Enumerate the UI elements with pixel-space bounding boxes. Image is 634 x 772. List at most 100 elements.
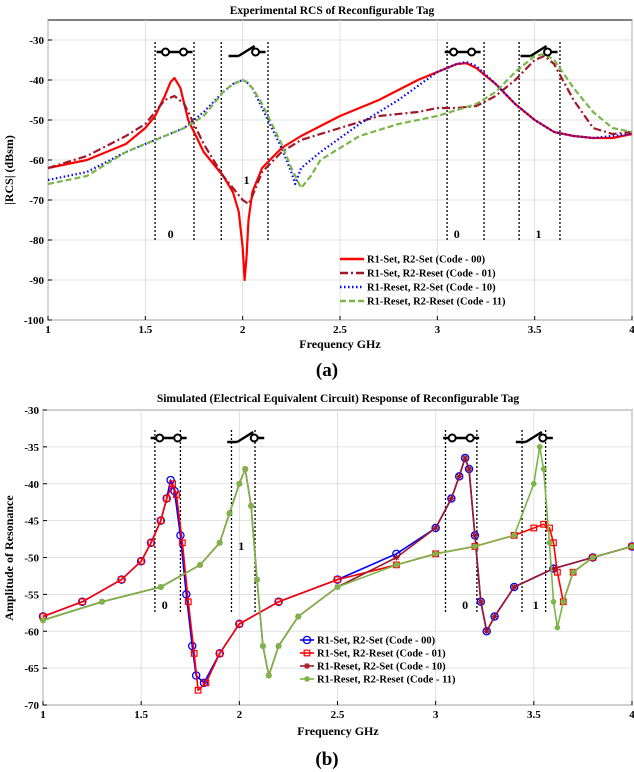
open-switch-icon [228,44,266,58]
chart-b-series-1-point [190,649,198,657]
chart-b-series-2-point [448,495,455,502]
chart-b-series-3-point [511,532,518,539]
chart-b-series-3-point [248,503,254,509]
chart-b-series-3-point [157,584,164,590]
chart-b-series-1-point [334,576,341,584]
chart-b-series-0-point [182,590,191,599]
chart-b-series-0-point [431,523,440,533]
chart-a-x-axis-label: Frequency GHz [299,337,381,351]
chart-b-series-0-point [117,575,126,584]
chart-b-series-3-point [40,617,46,624]
chart-a-x-tick-label: 4 [629,324,634,336]
closed-switch-icon [156,47,193,57]
chart-b-series-2-point [477,598,484,605]
chart-a-series-line-2 [47,60,633,186]
chart-a: Experimental RCS of Reconfigurable Tag 1… [2,5,634,381]
chart-b-series-3-point [99,598,105,605]
chart-a-annotation: 1 [536,227,542,241]
chart-b-series-3-point [550,598,557,605]
open-switch-icon [520,44,558,58]
chart-b-series-3-point [540,466,547,472]
chart-b-series-3-point [265,672,272,679]
chart-b-series-1-point [530,524,538,532]
chart-b-series-3-point [226,510,233,517]
chart-b-series-1-point [173,491,180,499]
chart-b-series-line-1 [42,482,633,692]
chart-a-y-tick-label: -100 [24,315,45,327]
chart-b-series-0-point [235,619,244,629]
chart-a-x-tick-label: 1 [45,324,51,336]
chart-a-x-tick-label: 3 [435,324,441,336]
chart-a-y-axis-label: |RCS| (dBsm) [2,135,16,205]
chart-b-series-3-point [242,466,249,472]
chart-b-y-tick-label: -40 [24,479,39,491]
chart-b-series-1-point [202,679,210,687]
chart-b-series-1-point [553,568,561,576]
chart-b-annotation: 0 [162,598,168,612]
chart-b-legend-marker [303,649,311,657]
chart-b-series-3-point [530,480,537,487]
chart-a-y-tick-label: -70 [29,195,44,207]
chart-b-y-tick-label: -55 [24,589,39,601]
chart-b-series-3-point [570,569,576,576]
chart-b-x-axis-label: Frequency GHz [297,724,379,738]
chart-b-series-3-point [254,576,260,583]
chart-a-legend-label: R1-Reset, R2-Reset (Code - 11) [367,297,506,308]
chart-b-series-2-point [432,525,439,531]
chart-a-x-tick-label: 2 [240,324,246,336]
chart-a-series [47,52,633,282]
chart-b-series-3-point [554,624,561,631]
chart-b-annotations: 0 1 0 1 [162,539,539,612]
chart-b-series-2-point [491,613,498,620]
chart-b-y-axis-label: Amplitude of Resonance [2,495,16,621]
chart-b-series-1-point [163,495,171,502]
chart-b-y-tick-label: -45 [24,516,39,528]
chart-a-y-tick-label: -40 [29,75,44,87]
chart-b-caption: (b) [315,749,338,770]
chart-a-annotation: 0 [168,227,174,241]
chart-b-series-3-point [197,562,203,568]
chart-b-legend-label: R1-Set, R2-Reset (Code - 01) [317,649,446,660]
chart-b-y-tick-label: -50 [24,553,39,565]
open-switch-icon [515,430,553,444]
chart-b-x-tick-label: 1 [40,709,46,721]
chart-b-legend-marker [302,635,312,645]
chart-b-x-tick-label: 1.5 [134,709,148,721]
chart-b-series-0-point [162,494,171,503]
chart-b-legend-label: R1-Reset, R2-Set (Code - 10) [317,662,446,673]
chart-b-series-0-point [274,597,283,607]
chart-b-series-3-point [536,444,543,450]
chart-b-series-1-point [184,598,192,606]
chart-b-y-tick-label: -70 [24,700,39,712]
chart-b-switch-icons [150,430,553,444]
chart-b-series-3-point [432,550,439,557]
chart-a-legend-label: R1-Set, R2-Reset (Code - 01) [367,269,496,280]
chart-b-series-2-point [456,473,463,480]
chart-b: Simulated (Electrical Equivalent Circuit… [2,393,634,770]
chart-b-series-0-point [215,649,224,658]
chart-a-y-tick-label: -60 [29,155,44,167]
chart-b-series-3-point [216,539,223,546]
chart-a-y-tick-label: -50 [29,115,44,127]
chart-b-series-1-point [157,517,165,525]
chart-b-title: Simulated (Electrical Equivalent Circuit… [157,393,520,405]
chart-b-series-0-point [146,538,156,548]
chart-a-y-tick-label: -90 [29,275,44,287]
chart-b-annotation: 0 [462,598,468,612]
chart-b-series-2-point [483,628,490,635]
chart-b-series-1-point [169,480,176,488]
closed-switch-icon [443,433,480,443]
chart-b-legend-marker [304,663,310,669]
chart-b-x-tick-label: 2.5 [331,709,345,721]
chart-b-series-0-point [136,556,146,566]
chart-b-series-1-point [216,649,224,657]
chart-b-series-2-point [462,454,469,461]
chart-b-series-0-point [627,542,634,551]
chart-a-y-tick-label: -80 [29,235,44,247]
chart-b-series-3-point [472,543,478,550]
chart-b-y-ticks: -70 -65 -60 -55 -50 -45 -40 -35 -30 [24,405,47,712]
chart-b-series-0-point [78,597,87,607]
chart-b-series-3-point [334,584,341,590]
closed-switch-icon [150,433,187,443]
